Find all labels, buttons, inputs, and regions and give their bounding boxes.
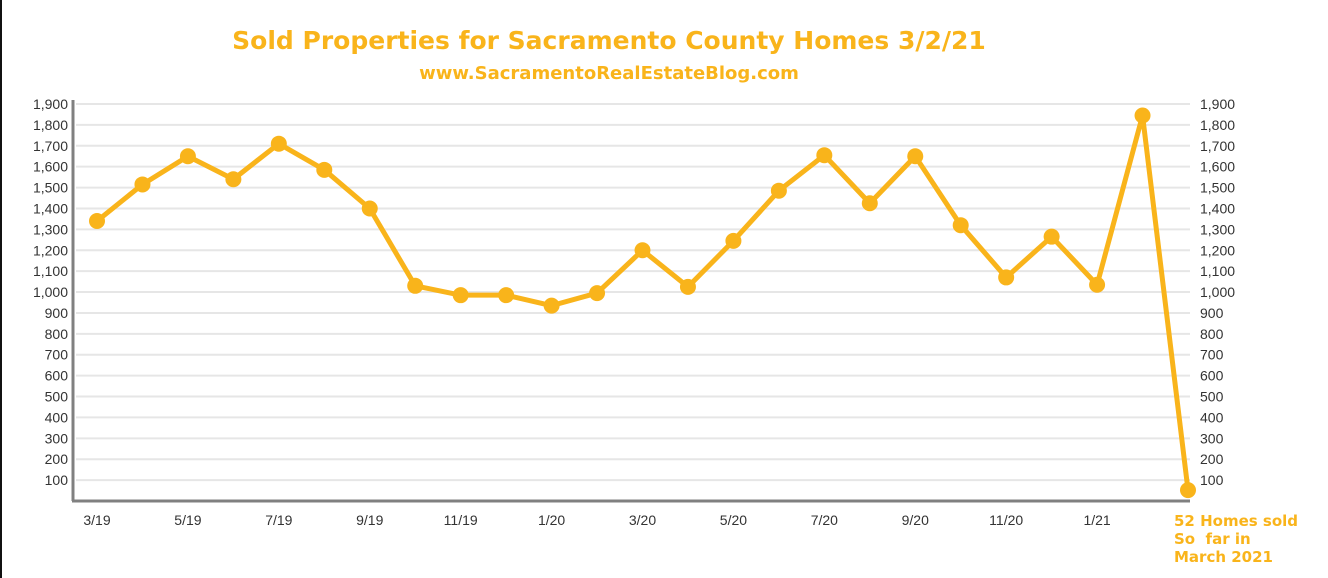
x-tick-label: 3/19: [83, 512, 110, 528]
y-tick-label-right: 800: [1200, 326, 1224, 342]
y-tick-label-left: 1,100: [33, 263, 68, 279]
annotation-march-2021: 52 Homes sold So far in March 2021: [1174, 512, 1299, 566]
y-tick-label-right: 1,400: [1200, 200, 1235, 216]
x-tick-label: 5/19: [174, 512, 201, 528]
data-point: [316, 161, 333, 178]
y-tick-label-left: 1,400: [33, 200, 68, 216]
x-tick-label: 3/20: [629, 512, 656, 528]
x-tick-label: 9/19: [356, 512, 383, 528]
y-tick-label-left: 1,800: [33, 117, 68, 133]
y-tick-label-right: 400: [1200, 409, 1224, 425]
y-tick-label-right: 200: [1200, 451, 1224, 467]
data-point: [634, 242, 651, 259]
data-point: [134, 176, 151, 193]
left-border: [0, 0, 2, 578]
y-tick-label-right: 1,500: [1200, 180, 1235, 196]
y-tick-label-left: 400: [45, 409, 69, 425]
x-tick-label: 1/21: [1083, 512, 1110, 528]
data-point: [861, 195, 878, 212]
y-tick-label-right: 1,700: [1200, 138, 1235, 154]
x-tick-label: 1/20: [538, 512, 565, 528]
y-tick-label-right: 300: [1200, 430, 1224, 446]
x-tick-label: 5/20: [720, 512, 747, 528]
y-tick-label-left: 1,500: [33, 180, 68, 196]
y-tick-label-right: 700: [1200, 347, 1224, 363]
y-tick-label-right: 1,100: [1200, 263, 1235, 279]
y-tick-label-right: 1,300: [1200, 221, 1235, 237]
y-tick-label-right: 500: [1200, 389, 1224, 405]
x-tick-label: 11/19: [444, 512, 478, 528]
y-tick-label-left: 200: [45, 451, 69, 467]
data-point: [89, 213, 105, 230]
data-point: [407, 277, 424, 294]
data-point: [1043, 228, 1060, 245]
x-tick-label: 7/19: [265, 512, 292, 528]
chart-subtitle: www.SacramentoRealEstateBlog.com: [419, 63, 799, 84]
data-point: [589, 285, 606, 302]
y-tick-label-left: 700: [45, 347, 69, 363]
y-tick-label-right: 1,000: [1200, 284, 1235, 300]
data-point: [907, 148, 924, 165]
y-tick-label-left: 800: [45, 326, 69, 342]
data-point: [816, 147, 833, 164]
y-tick-label-left: 1,300: [33, 221, 68, 237]
y-tick-label-left: 100: [45, 472, 69, 488]
data-point: [361, 200, 378, 217]
y-tick-label-left: 1,700: [33, 138, 68, 154]
y-tick-label-right: 1,200: [1200, 242, 1235, 258]
data-point: [998, 269, 1015, 286]
y-tick-label-left: 1,600: [33, 159, 68, 175]
data-point: [270, 135, 287, 152]
data-point: [225, 171, 242, 188]
y-tick-label-right: 100: [1200, 472, 1224, 488]
series-line: [95, 112, 1191, 491]
data-point: [952, 217, 969, 234]
y-tick-label-left: 1,000: [33, 284, 68, 300]
x-tick-label: 9/20: [902, 512, 929, 528]
y-tick-label-left: 500: [45, 389, 69, 405]
data-point: [498, 287, 515, 304]
y-tick-label-left: 1,900: [33, 96, 68, 112]
chart-title: Sold Properties for Sacramento County Ho…: [232, 26, 986, 55]
data-point: [1180, 482, 1196, 499]
y-tick-label-right: 1,800: [1200, 117, 1235, 133]
data-point: [725, 232, 742, 249]
data-point: [1089, 276, 1106, 293]
y-tick-label-left: 300: [45, 430, 69, 446]
x-tick-label: 7/20: [811, 512, 838, 528]
data-point: [770, 182, 787, 199]
y-tick-label-right: 900: [1200, 305, 1224, 321]
y-tick-label-left: 900: [45, 305, 69, 321]
data-point: [1134, 107, 1151, 124]
data-point: [679, 278, 696, 295]
y-tick-label-right: 600: [1200, 368, 1224, 384]
data-point: [179, 148, 196, 165]
x-tick-label: 11/20: [989, 512, 1023, 528]
y-tick-label-left: 600: [45, 368, 69, 384]
y-tick-label-left: 1,200: [33, 242, 68, 258]
data-point: [543, 297, 560, 314]
data-point: [452, 287, 469, 304]
y-tick-label-right: 1,600: [1200, 159, 1235, 175]
y-tick-label-right: 1,900: [1200, 96, 1235, 112]
